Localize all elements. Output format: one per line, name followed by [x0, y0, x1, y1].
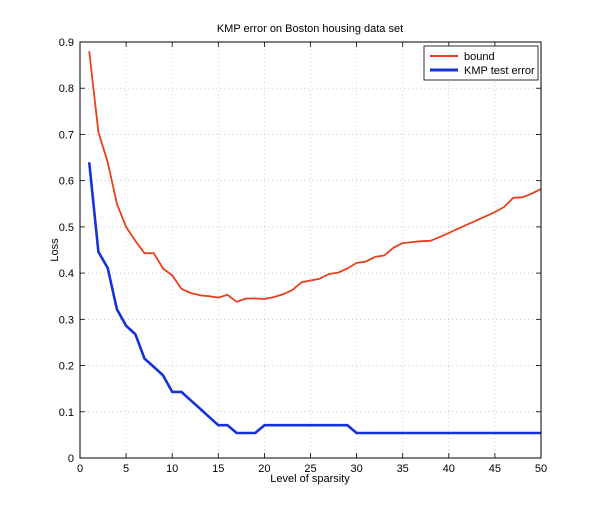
y-tick-label: 0.8 [59, 83, 74, 95]
legend-box [423, 45, 539, 81]
x-tick-label: 40 [443, 463, 455, 475]
legend: bound KMP test error [423, 45, 539, 81]
series-line-bound [88, 51, 542, 303]
y-tick-label: 0.2 [59, 361, 74, 373]
x-axis-label: Level of sparsity [270, 473, 350, 485]
x-tick-label: 0 [77, 463, 83, 475]
x-tick-label: 20 [258, 463, 270, 475]
x-tick-label: 45 [489, 463, 501, 475]
y-tick-label: 0.3 [59, 314, 74, 326]
y-tick-label: 0.6 [59, 176, 74, 188]
legend-label-kmp-test-error: KMP test error [464, 65, 535, 77]
x-tick-label: 35 [397, 463, 409, 475]
y-tick-label: 0.1 [59, 407, 74, 419]
x-tick-label: 15 [212, 463, 224, 475]
y-tick-label: 0.5 [59, 222, 74, 234]
y-axis-label: Loss [49, 238, 61, 262]
series-line-kmp-test-error [87, 162, 541, 435]
series-layer [87, 51, 542, 435]
legend-label-bound: bound [464, 51, 495, 63]
x-tick-label: 50 [535, 463, 547, 475]
chart-title: KMP error on Boston housing data set [217, 23, 403, 35]
x-tick-label: 30 [350, 463, 362, 475]
x-tick-label: 10 [166, 463, 178, 475]
x-tick-label: 5 [123, 463, 129, 475]
y-tick-label: 0.4 [59, 268, 74, 280]
y-tick-label: 0 [68, 453, 74, 465]
grid-layer [80, 42, 541, 458]
y-tick-label: 0.9 [59, 37, 74, 49]
y-tick-label: 0.7 [59, 129, 74, 141]
x-tick-label: 25 [304, 463, 316, 475]
tick-layer: 0 5 10 15 20 25 30 35 40 45 50 0 0.1 0.2 0.3 0.4 0.5 0.6 0… [59, 37, 547, 475]
